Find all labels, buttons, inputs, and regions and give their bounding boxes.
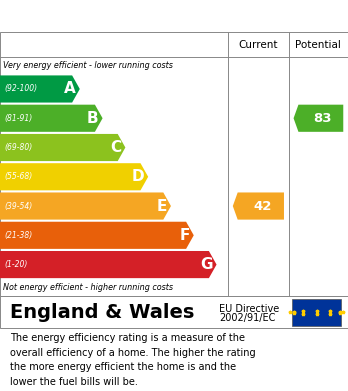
Text: D: D [132,169,144,184]
Polygon shape [0,75,80,102]
Text: B: B [87,111,99,126]
Bar [292,299,341,326]
Text: (21-38): (21-38) [4,231,32,240]
Polygon shape [0,251,216,278]
Text: England & Wales: England & Wales [10,303,195,322]
Polygon shape [0,222,194,249]
Text: (39-54): (39-54) [4,201,32,210]
Text: 42: 42 [253,199,271,213]
Text: (69-80): (69-80) [4,143,32,152]
Text: Not energy efficient - higher running costs: Not energy efficient - higher running co… [3,283,174,292]
Text: 2002/91/EC: 2002/91/EC [219,313,276,323]
Text: A: A [64,81,76,97]
Text: The energy efficiency rating is a measure of the
overall efficiency of a home. T: The energy efficiency rating is a measur… [10,334,256,387]
Polygon shape [294,105,343,132]
Text: (1-20): (1-20) [4,260,27,269]
Text: (92-100): (92-100) [4,84,37,93]
Text: Energy Efficiency Rating: Energy Efficiency Rating [9,7,238,25]
Text: 83: 83 [313,112,331,125]
Text: F: F [180,228,190,243]
Text: G: G [200,257,213,272]
Text: E: E [157,199,167,213]
Text: C: C [110,140,121,155]
Polygon shape [0,163,148,190]
Text: Very energy efficient - lower running costs: Very energy efficient - lower running co… [3,61,173,70]
Polygon shape [0,105,103,132]
Text: (55-68): (55-68) [4,172,32,181]
Text: EU Directive: EU Directive [219,303,279,314]
Text: Current: Current [239,39,278,50]
Polygon shape [233,192,284,220]
Text: Potential: Potential [295,39,341,50]
Text: (81-91): (81-91) [4,114,32,123]
Polygon shape [0,134,125,161]
Polygon shape [0,192,171,220]
